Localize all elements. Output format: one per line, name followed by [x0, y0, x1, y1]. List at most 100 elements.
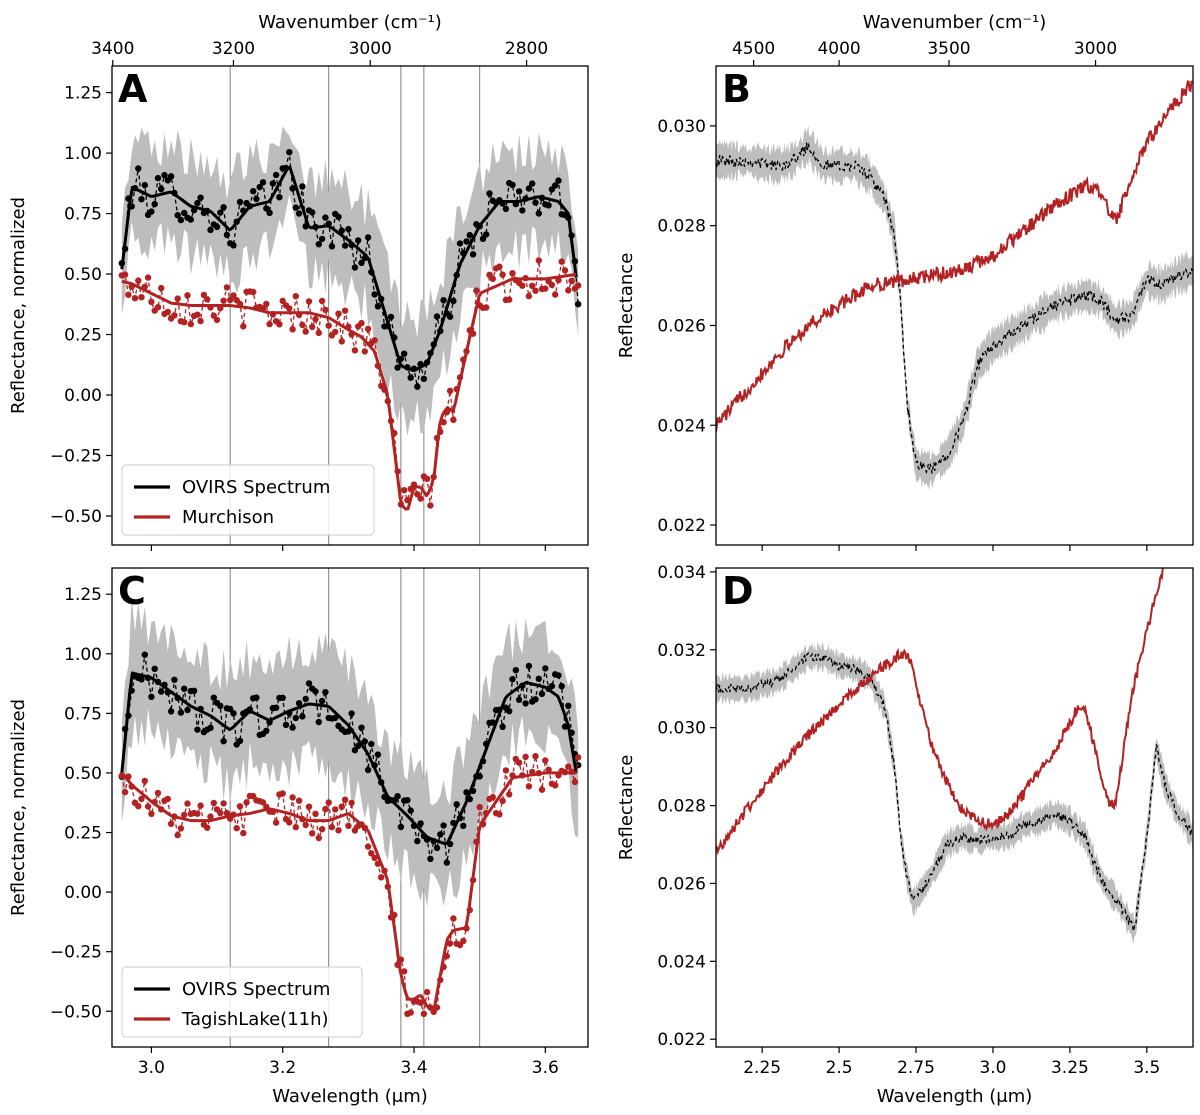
data-point [187, 320, 194, 328]
data-point [499, 271, 506, 278]
data-point [141, 777, 148, 785]
series-trace-sample [716, 568, 1165, 856]
top-tick-label: 3500 [927, 39, 970, 59]
data-point [223, 231, 231, 239]
data-point [144, 803, 152, 810]
axes-frame [715, 567, 1194, 1048]
data-point [292, 293, 299, 300]
x-tick-label: 2.75 [897, 1058, 935, 1078]
data-point [167, 820, 175, 827]
data-point [565, 702, 572, 709]
x-tick-label: 3.0 [138, 1058, 165, 1078]
data-point [289, 724, 296, 731]
top-tick-label: 3000 [349, 39, 392, 59]
y-axis-title: Reflectance, normalized [8, 699, 29, 916]
data-point [450, 915, 457, 922]
data-point [387, 313, 395, 321]
data-point [525, 783, 533, 790]
data-point [417, 820, 424, 827]
plot-area [716, 568, 1193, 945]
data-point [473, 287, 480, 294]
data-point [552, 182, 559, 189]
data-point [315, 718, 322, 726]
data-point [345, 225, 352, 233]
data-point [125, 291, 132, 298]
data-point [355, 237, 362, 244]
data-point [240, 323, 247, 330]
data-point [295, 700, 303, 707]
y-tick-label: 0.030 [657, 719, 706, 739]
data-point [529, 180, 536, 187]
y-tick-label: 1.00 [64, 645, 102, 665]
axes-frame [111, 567, 589, 1048]
data-point [299, 183, 306, 190]
data-point [138, 795, 145, 803]
data-point [318, 235, 326, 243]
data-point [345, 822, 352, 829]
panel-letter: A [118, 67, 148, 111]
y-tick-label: 0.024 [657, 416, 706, 436]
data-point [338, 338, 345, 345]
x-tick-label: 3.2 [269, 1058, 296, 1078]
data-point [322, 214, 329, 221]
data-point [213, 316, 221, 324]
data-point [407, 807, 414, 814]
data-point [525, 185, 533, 192]
uncertainty-band [121, 126, 579, 436]
data-point [121, 788, 129, 796]
y-tick-label: 0.50 [64, 764, 102, 784]
data-point [220, 738, 227, 745]
data-point [394, 793, 401, 800]
data-point [184, 706, 191, 714]
x-tick-label: 2.25 [743, 1058, 781, 1078]
data-point [148, 208, 155, 215]
data-point [213, 223, 221, 231]
data-point [351, 747, 359, 754]
data-point [325, 322, 332, 329]
data-point [443, 859, 450, 866]
y-tick-label: 0.022 [657, 1030, 706, 1050]
data-point [312, 315, 319, 323]
data-point [427, 855, 434, 862]
data-point [121, 271, 129, 278]
data-point [289, 185, 296, 192]
data-point [295, 797, 303, 804]
data-point [318, 697, 326, 705]
x-tick-label: 2.5 [826, 1058, 853, 1078]
data-point [335, 213, 342, 220]
data-point [230, 292, 237, 299]
data-point [328, 823, 336, 831]
data-point [204, 296, 211, 303]
data-point [309, 209, 316, 216]
data-point [401, 487, 408, 494]
plot-area [716, 80, 1193, 491]
data-point [532, 753, 539, 760]
data-point [217, 209, 224, 216]
data-point [548, 682, 556, 690]
data-point [351, 347, 359, 354]
data-point [131, 295, 139, 302]
y-tick-label: 0.25 [64, 326, 102, 346]
data-point [489, 275, 496, 282]
panel-a: −0.50 −0.25 0.00 0.25 0.50 0.75 1.00 1.25 3400 32… [8, 12, 589, 551]
series-trace-ovirs [121, 654, 579, 863]
y-tick-label: 0.032 [657, 641, 706, 661]
top-tick-label: 3000 [1074, 39, 1117, 59]
y-tick-label: 1.00 [64, 144, 102, 164]
panel-letter: C [118, 569, 146, 613]
data-point [571, 778, 579, 786]
x-tick-label: 3.4 [400, 1058, 427, 1078]
data-point [555, 672, 562, 679]
plot-area [118, 66, 582, 545]
series-smooth-ovirs [120, 165, 578, 373]
data-point [374, 751, 382, 758]
data-point [138, 294, 145, 301]
legend-box [121, 966, 363, 1038]
data-point [158, 185, 165, 193]
data-point [351, 827, 359, 834]
data-point [414, 383, 421, 390]
data-point [164, 795, 171, 803]
y-tick-label: 0.026 [657, 316, 706, 336]
data-point [266, 209, 273, 216]
data-point [525, 662, 533, 670]
